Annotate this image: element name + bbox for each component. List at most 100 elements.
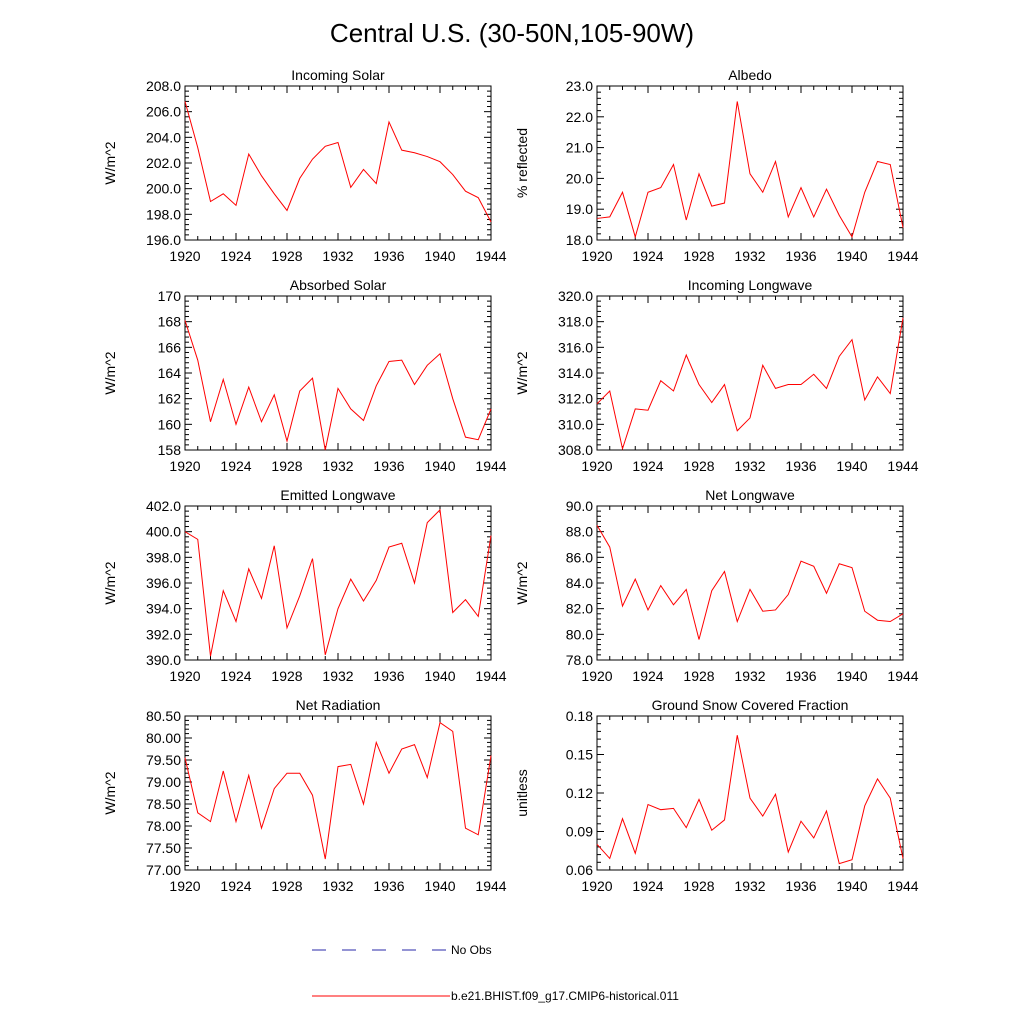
y-tick-label: 78.00 bbox=[146, 818, 181, 834]
y-tick-label: 86.0 bbox=[566, 549, 593, 565]
panel-ground-snow-covered-fraction: Ground Snow Covered Fraction unitless 1920… bbox=[514, 697, 919, 894]
x-tick-label: 1936 bbox=[785, 458, 816, 474]
panel-title: Incoming Longwave bbox=[688, 277, 813, 293]
plot-frame bbox=[184, 715, 492, 871]
series-line-ground-snow-covered-fraction bbox=[596, 735, 904, 865]
y-tick-label: 316.0 bbox=[558, 339, 593, 355]
x-tick-label: 1944 bbox=[887, 668, 918, 684]
y-tick-label: 84.0 bbox=[566, 575, 593, 591]
x-tick-label: 1932 bbox=[322, 458, 353, 474]
x-tick-label: 1944 bbox=[475, 248, 506, 264]
series-line-emitted-longwave bbox=[184, 508, 492, 657]
x-tick-label: 1920 bbox=[169, 248, 200, 264]
y-tick-label: 394.0 bbox=[146, 601, 181, 617]
x-tick-label: 1924 bbox=[220, 248, 251, 264]
y-axis-label: W/m^2 bbox=[514, 351, 530, 394]
x-tick-label: 1940 bbox=[424, 458, 455, 474]
panel-net-radiation: Net Radiation W/m^2 1920 1924 1928 1932 1936 19… bbox=[102, 697, 507, 894]
y-tick-label: 0.06 bbox=[566, 862, 593, 878]
y-tick-label: 164 bbox=[158, 365, 182, 381]
y-tick-label: 168 bbox=[158, 314, 182, 330]
y-tick-label: 196.0 bbox=[146, 232, 181, 248]
x-tick-label: 1924 bbox=[632, 458, 663, 474]
x-tick-label: 1940 bbox=[424, 248, 455, 264]
x-tick-label: 1928 bbox=[683, 458, 714, 474]
x-tick-label: 1924 bbox=[220, 458, 251, 474]
series-line-incoming-solar bbox=[184, 101, 492, 223]
x-tick-label: 1944 bbox=[887, 458, 918, 474]
x-tick-label: 1932 bbox=[322, 878, 353, 894]
y-tick-label: 18.0 bbox=[566, 232, 593, 248]
y-tick-label: 162 bbox=[158, 391, 182, 407]
y-axis-label: W/m^2 bbox=[102, 351, 118, 394]
x-tick-label: 1944 bbox=[475, 668, 506, 684]
panel-title: Incoming Solar bbox=[291, 67, 385, 83]
y-tick-label: 0.09 bbox=[566, 824, 593, 840]
x-tick-label: 1936 bbox=[373, 248, 404, 264]
x-tick-label: 1932 bbox=[734, 878, 765, 894]
y-axis-label: W/m^2 bbox=[514, 561, 530, 604]
series-line-net-longwave bbox=[596, 524, 904, 640]
y-tick-label: 88.0 bbox=[566, 524, 593, 540]
x-tick-label: 1928 bbox=[271, 248, 302, 264]
y-tick-label: 23.0 bbox=[566, 78, 593, 94]
x-tick-label: 1932 bbox=[734, 248, 765, 264]
y-tick-label: 208.0 bbox=[146, 78, 181, 94]
y-tick-label: 80.0 bbox=[566, 626, 593, 642]
y-tick-label: 21.0 bbox=[566, 140, 593, 156]
x-tick-label: 1940 bbox=[836, 458, 867, 474]
y-tick-label: 204.0 bbox=[146, 129, 181, 145]
y-tick-label: 202.0 bbox=[146, 155, 181, 171]
x-tick-label: 1936 bbox=[373, 668, 404, 684]
y-tick-label: 320.0 bbox=[558, 288, 593, 304]
y-tick-label: 19.0 bbox=[566, 201, 593, 217]
x-tick-label: 1928 bbox=[683, 878, 714, 894]
panel-incoming-longwave: Incoming Longwave W/m^2 1920 1924 1928 1932 19… bbox=[514, 277, 919, 474]
plot-frame bbox=[596, 715, 904, 871]
y-tick-label: 80.50 bbox=[146, 708, 181, 724]
panel-absorbed-solar: Absorbed Solar W/m^2 1920 1924 1928 1932 1936 1… bbox=[102, 277, 507, 474]
y-tick-label: 308.0 bbox=[558, 442, 593, 458]
y-tick-label: 22.0 bbox=[566, 109, 593, 125]
y-tick-label: 390.0 bbox=[146, 652, 181, 668]
x-tick-label: 1932 bbox=[734, 458, 765, 474]
x-tick-label: 1920 bbox=[581, 248, 612, 264]
panel-title: Albedo bbox=[728, 67, 772, 83]
y-tick-label: 20.0 bbox=[566, 170, 593, 186]
x-tick-label: 1940 bbox=[836, 668, 867, 684]
y-tick-label: 402.0 bbox=[146, 498, 181, 514]
series-line-albedo bbox=[596, 101, 904, 239]
y-tick-label: 82.0 bbox=[566, 601, 593, 617]
y-tick-label: 90.0 bbox=[566, 498, 593, 514]
y-axis-label: W/m^2 bbox=[102, 771, 118, 814]
plot-frame bbox=[184, 505, 492, 661]
x-tick-label: 1928 bbox=[683, 668, 714, 684]
plot-frame bbox=[596, 505, 904, 661]
y-tick-label: 400.0 bbox=[146, 524, 181, 540]
x-tick-label: 1944 bbox=[475, 458, 506, 474]
plot-frame bbox=[184, 85, 492, 241]
y-tick-label: 310.0 bbox=[558, 416, 593, 432]
x-tick-label: 1944 bbox=[887, 248, 918, 264]
y-tick-label: 79.00 bbox=[146, 774, 181, 790]
x-tick-label: 1936 bbox=[373, 878, 404, 894]
x-tick-label: 1944 bbox=[887, 878, 918, 894]
x-tick-label: 1920 bbox=[581, 458, 612, 474]
y-tick-label: 200.0 bbox=[146, 181, 181, 197]
y-tick-label: 396.0 bbox=[146, 575, 181, 591]
x-tick-label: 1924 bbox=[632, 668, 663, 684]
x-tick-label: 1940 bbox=[424, 878, 455, 894]
panel-title: Absorbed Solar bbox=[290, 277, 387, 293]
x-tick-label: 1936 bbox=[785, 878, 816, 894]
plot-frame bbox=[596, 295, 904, 451]
x-tick-label: 1932 bbox=[734, 668, 765, 684]
x-tick-label: 1944 bbox=[475, 878, 506, 894]
legend-model-label: b.e21.BHIST.f09_g17.CMIP6-historical.011 bbox=[451, 989, 679, 1003]
y-tick-label: 318.0 bbox=[558, 314, 593, 330]
x-tick-label: 1928 bbox=[271, 878, 302, 894]
y-axis-label: W/m^2 bbox=[102, 141, 118, 184]
y-tick-label: 160 bbox=[158, 416, 182, 432]
x-tick-label: 1932 bbox=[322, 668, 353, 684]
y-tick-label: 80.00 bbox=[146, 730, 181, 746]
